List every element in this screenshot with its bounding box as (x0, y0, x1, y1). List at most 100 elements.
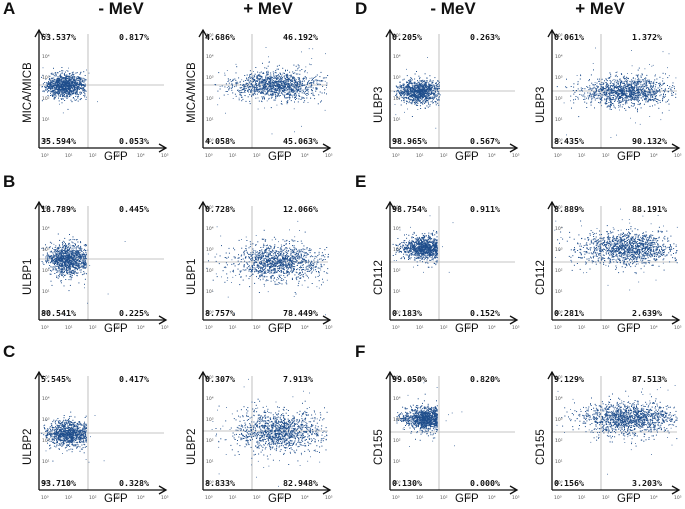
x-tick-label: 10¹ (578, 153, 586, 159)
quadrant-value-ul: 0.061% (554, 32, 584, 42)
quadrant-value-lr: 0.053% (119, 136, 149, 146)
x-axis-arrow-icon (158, 315, 168, 325)
y-tick-label: 10² (393, 268, 401, 274)
quadrant-value-ll: 98.965% (392, 136, 427, 146)
x-axis-arrow-icon (671, 315, 681, 325)
y-tick-label: 10² (555, 438, 563, 444)
scatter-plot-b-plus: 10⁰ 10¹ 10² 10³ 10⁴ 10⁵ 10⁰ 10¹ 10² 10³ 10⁴ 10⁵ ULBP… (178, 194, 338, 335)
x-tick-label: 10² (89, 325, 97, 331)
x-tick-label: 10⁴ (650, 495, 658, 501)
y-axis-arrow-icon (34, 370, 44, 380)
x-tick-label: 10⁵ (512, 495, 520, 501)
x-tick-label: 10¹ (229, 325, 237, 331)
quadrant-value-lr: 2.639% (632, 308, 662, 318)
x-tick-label: 10⁵ (674, 153, 682, 159)
x-tick-label: 10³ (464, 153, 472, 159)
x-tick-label: 10⁴ (488, 325, 496, 331)
event-dots (554, 208, 678, 291)
x-tick-label: 10² (440, 495, 448, 501)
event-dots (41, 67, 98, 114)
x-tick-label: 10⁴ (137, 153, 145, 159)
y-axis-label: CD112 (373, 260, 385, 295)
quadrant-value-ur: 87.513% (632, 374, 667, 384)
x-tick-label: 10¹ (65, 495, 73, 501)
y-axis-arrow-icon (34, 28, 44, 38)
y-tick-label: 10³ (555, 247, 563, 253)
quadrant-value-ul: 8.889% (554, 204, 584, 214)
x-axis-arrow-icon (509, 143, 519, 153)
x-tick-label: 10⁴ (301, 495, 309, 501)
quadrant-value-ur: 0.820% (470, 374, 500, 384)
plot-canvas-b-minus: 10⁰ 10¹ 10² 10³ 10⁴ 10⁵ 10⁰ 10¹ 10² 10³ 10⁴ 10⁵ (34, 200, 169, 331)
y-axis-arrow-icon (547, 200, 557, 210)
y-tick-label: 10⁴ (393, 226, 401, 232)
x-tick-label: 10⁰ (554, 325, 562, 331)
y-tick-label: 10³ (393, 417, 401, 423)
y-tick-label: 10⁴ (555, 54, 563, 60)
quadrant-value-ul: 0.307% (205, 374, 235, 384)
scatter-plot-f-plus: 10⁰ 10¹ 10² 10³ 10⁴ 10⁵ 10⁰ 10¹ 10² 10³ 10⁴ 10⁵ CD15… (527, 364, 685, 505)
x-tick-label: 10¹ (229, 495, 237, 501)
quadrant-value-ll: 80.541% (41, 308, 76, 318)
y-axis-arrow-icon (198, 370, 208, 380)
x-axis-label: GFP (268, 493, 292, 505)
panel-letter-d: D (355, 0, 368, 18)
x-tick-label: 10³ (626, 153, 634, 159)
x-tick-label: 10³ (464, 325, 472, 331)
x-tick-label: 10⁰ (205, 153, 213, 159)
x-tick-label: 10³ (113, 325, 121, 331)
x-axis-arrow-icon (322, 315, 332, 325)
panel-letter-a: A (3, 0, 16, 18)
x-tick-label: 10⁰ (205, 325, 213, 331)
x-tick-label: 10⁰ (41, 325, 49, 331)
y-tick-label: 10³ (393, 75, 401, 81)
y-tick-label: 10² (555, 96, 563, 102)
scatter-plot-a-minus: 10⁰ 10¹ 10² 10³ 10⁴ 10⁵ 10⁰ 10¹ 10² 10³ 10⁴ 10⁵ MICA… (14, 22, 174, 163)
x-tick-label: 10³ (113, 153, 121, 159)
quadrant-value-ll: 4.058% (205, 136, 235, 146)
y-tick-label: 10² (393, 96, 401, 102)
event-dots (393, 57, 441, 129)
x-axis-arrow-icon (322, 485, 332, 495)
x-tick-label: 10⁰ (41, 495, 49, 501)
event-dots (211, 378, 328, 487)
x-tick-label: 10¹ (416, 325, 424, 331)
x-tick-label: 10⁵ (161, 153, 169, 159)
y-tick-label: 10¹ (206, 289, 214, 295)
header-plus-mev-right: + MeV (575, 0, 625, 18)
quadrant-value-ll: 8.757% (205, 308, 235, 318)
quadrant-value-ur: 0.445% (119, 204, 149, 214)
y-tick-label: 10¹ (42, 289, 50, 295)
y-axis-arrow-icon (547, 370, 557, 380)
event-dots (41, 411, 105, 463)
x-tick-label: 10² (253, 325, 261, 331)
x-tick-label: 10⁵ (325, 495, 333, 501)
x-tick-label: 10² (253, 495, 261, 501)
quadrant-value-lr: 0.328% (119, 478, 149, 488)
y-tick-label: 10² (42, 96, 50, 102)
y-tick-label: 10² (206, 96, 214, 102)
x-tick-label: 10² (253, 153, 261, 159)
x-axis-label: GFP (268, 151, 292, 163)
x-tick-label: 10³ (626, 325, 634, 331)
x-axis-label: GFP (104, 493, 128, 505)
y-tick-label: 10⁵ (42, 33, 50, 39)
header-minus-mev-right: - MeV (430, 0, 476, 18)
y-tick-label: 10¹ (555, 289, 563, 295)
y-tick-label: 10⁰ (555, 480, 563, 486)
x-tick-label: 10¹ (65, 325, 73, 331)
y-tick-label: 10³ (42, 417, 50, 423)
y-tick-label: 10⁰ (555, 310, 563, 316)
x-axis-label: GFP (455, 151, 479, 163)
x-axis-arrow-icon (322, 143, 332, 153)
quadrant-value-ur: 0.263% (470, 32, 500, 42)
quadrant-value-lr: 90.132% (632, 136, 667, 146)
x-axis-arrow-icon (158, 143, 168, 153)
y-axis-label: CD112 (535, 260, 547, 295)
x-tick-label: 10⁰ (392, 495, 400, 501)
y-tick-label: 10⁵ (206, 205, 214, 211)
scatter-plot-f-minus: 10⁰ 10¹ 10² 10³ 10⁴ 10⁵ 10⁰ 10¹ 10² 10³ 10⁴ 10⁵ CD15… (365, 364, 525, 505)
event-dots (214, 47, 329, 135)
x-tick-label: 10⁰ (205, 495, 213, 501)
x-tick-label: 10¹ (229, 153, 237, 159)
